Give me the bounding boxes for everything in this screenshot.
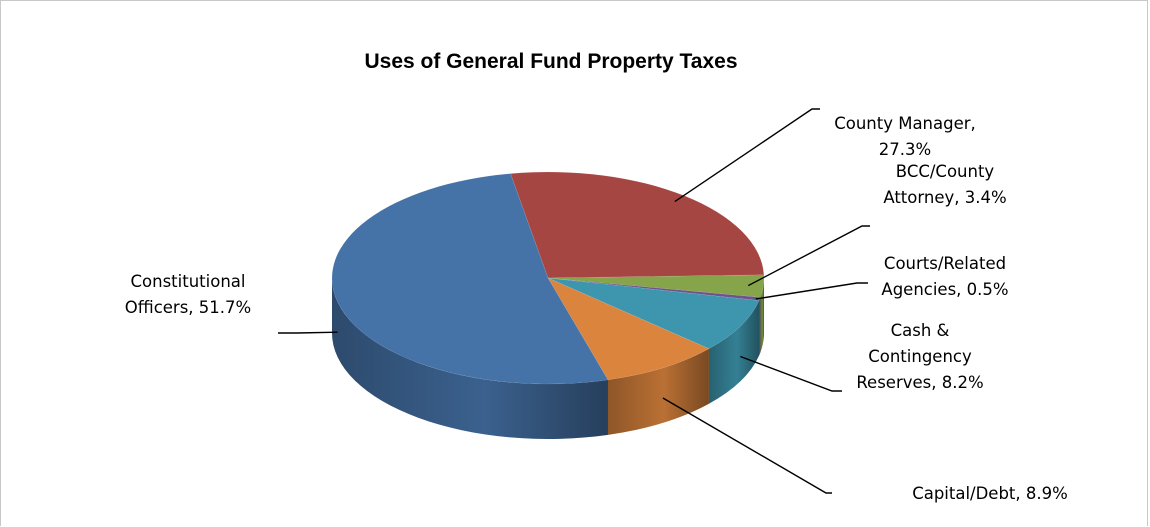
- slice-side-shade-capital-debt: [607, 348, 709, 435]
- slice-label-line: Capital/Debt, 8.9%: [912, 484, 1068, 503]
- slice-labels: County Manager, 27.3% BCC/County Attorney, …: [125, 114, 1068, 503]
- slice-label-line: Officers, 51.7%: [125, 298, 251, 317]
- leader-line-capital-debt: [662, 397, 832, 494]
- slice-label-line: Cash &: [891, 321, 950, 340]
- leader-line-county-manager: [674, 108, 820, 203]
- leader-lines: [278, 108, 870, 494]
- slice-label-cash-and-contingency-reserves: Cash & Contingency Reserves, 8.2%: [856, 321, 983, 392]
- slice-label-line: BCC/County: [896, 162, 995, 181]
- slice-label-line: Reserves, 8.2%: [856, 373, 983, 392]
- slice-label-county-manager: County Manager, 27.3%: [834, 114, 976, 159]
- slice-label-line: Attorney, 3.4%: [883, 188, 1006, 207]
- leader-line-constitutional-officers: [278, 331, 338, 334]
- slice-constitutional-officers: [331, 173, 609, 385]
- slice-label-line: Courts/Related: [884, 254, 1006, 273]
- slice-label-constitutional-officers: Constitutional Officers, 51.7%: [125, 272, 251, 317]
- chart-title: Uses of General Fund Property Taxes: [364, 50, 737, 73]
- pie-sides: [332, 278, 764, 439]
- slice-label-capital-debt: Capital/Debt, 8.9%: [912, 484, 1068, 503]
- slice-label-line: 27.3%: [879, 140, 931, 159]
- leader-line-courts-related-agencies: [755, 282, 868, 300]
- leader-line-bcc-county-attorney: [747, 225, 870, 287]
- slice-label-line: Constitutional: [131, 272, 246, 291]
- slice-label-bcc-county-attorney: BCC/County Attorney, 3.4%: [883, 162, 1006, 207]
- leader-line-cash-and-contingency-reserves: [740, 355, 842, 392]
- slice-cash-and-contingency-reserves: [547, 277, 760, 349]
- slice-label-line: Contingency: [868, 347, 972, 366]
- slice-side-shade-cash-and-contingency-reserves: [708, 300, 760, 404]
- slice-side-shade-courts-related-agencies: [759, 297, 761, 356]
- slice-side-shade-bcc-county-attorney: [760, 278, 764, 353]
- slice-side-shade-constitutional-officers: [332, 278, 608, 439]
- pie-tops: [331, 171, 765, 385]
- slice-county-manager: [510, 171, 765, 279]
- slice-bcc-county-attorney: [547, 274, 765, 298]
- slice-label-line: Agencies, 0.5%: [881, 280, 1008, 299]
- slice-capital-debt: [547, 277, 710, 381]
- slice-label-line: County Manager,: [834, 114, 976, 133]
- slice-label-courts-related-agencies: Courts/Related Agencies, 0.5%: [881, 254, 1008, 299]
